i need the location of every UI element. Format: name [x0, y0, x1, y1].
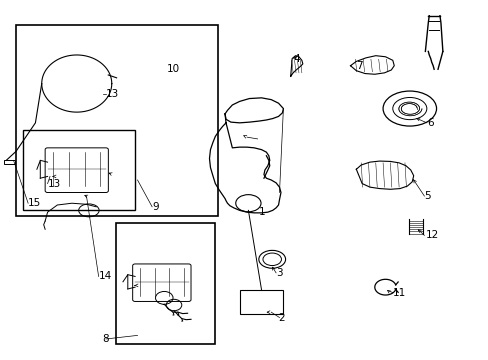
Text: 13: 13: [47, 179, 61, 189]
Text: 11: 11: [392, 288, 405, 297]
Bar: [23, 130, 135, 210]
Bar: [116, 223, 215, 344]
Text: 13: 13: [106, 89, 119, 99]
Text: 6: 6: [426, 118, 432, 128]
Text: 15: 15: [28, 198, 41, 208]
Text: 14: 14: [99, 271, 112, 282]
Text: 5: 5: [424, 191, 430, 201]
Text: 8: 8: [102, 334, 109, 344]
Bar: [16, 24, 217, 216]
Text: 9: 9: [152, 202, 159, 212]
Text: 3: 3: [276, 268, 282, 278]
Text: 2: 2: [278, 312, 285, 323]
Text: 10: 10: [166, 64, 180, 74]
Text: 7: 7: [356, 61, 362, 71]
Bar: [239, 290, 283, 314]
Text: 12: 12: [425, 230, 438, 240]
Bar: [4, 160, 15, 164]
Text: 1: 1: [259, 207, 265, 217]
Text: 4: 4: [292, 54, 299, 64]
